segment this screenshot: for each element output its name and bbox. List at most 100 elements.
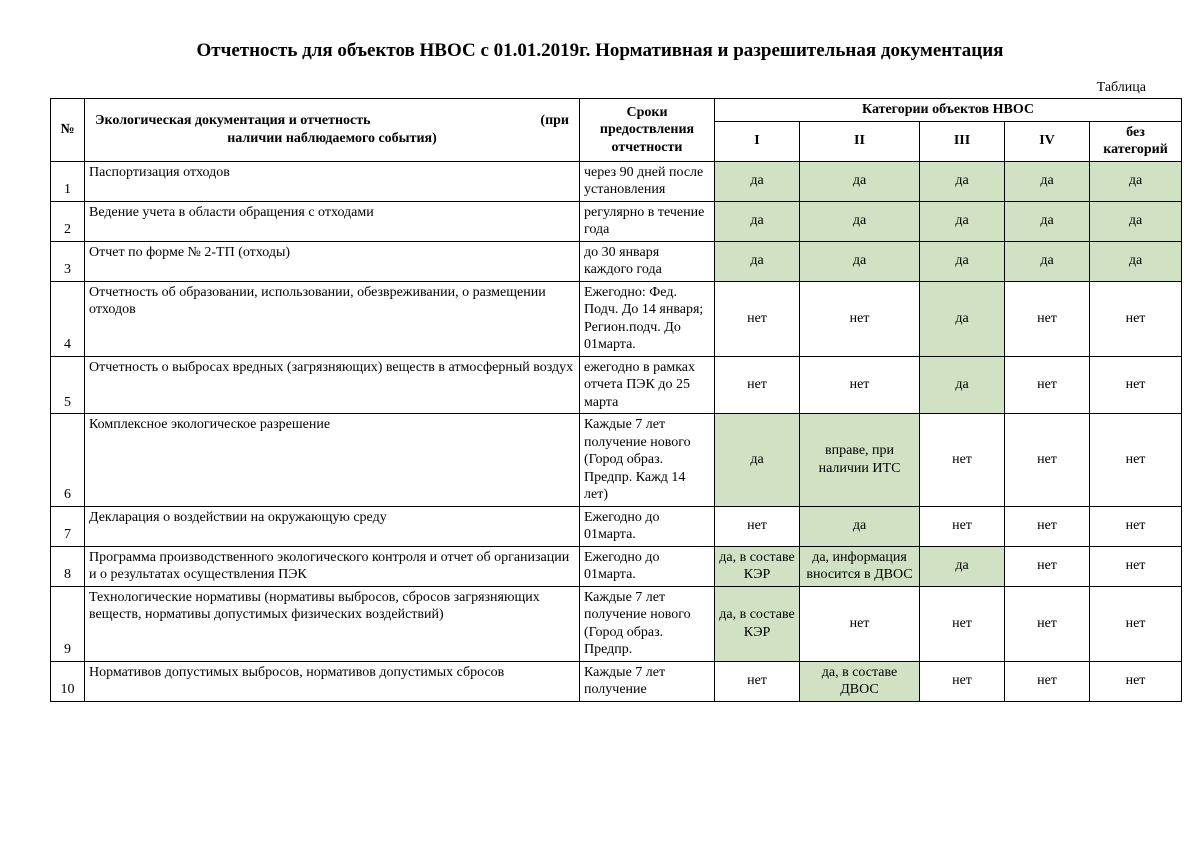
page-title: Отчетность для объектов НВОС с 01.01.201… [50,40,1150,62]
cat-cell: нет [1005,661,1090,701]
row-num: 4 [51,281,85,356]
table-row: 2Ведение учета в области обращения с отх… [51,201,1182,241]
cat-cell: нет [715,356,800,414]
hdr-c4: IV [1005,121,1090,161]
cat-cell: нет [715,661,800,701]
hdr-c1: I [715,121,800,161]
cat-cell: да, в составе КЭР [715,546,800,586]
cat-cell: да [715,201,800,241]
hdr-desc-l2: наличии наблюдаемого события) [89,130,575,148]
row-desc: Отчет по форме № 2-ТП (отходы) [85,241,580,281]
cat-cell: нет [1005,356,1090,414]
cat-cell: нет [1090,661,1182,701]
table-row: 4Отчетность об образовании, использовани… [51,281,1182,356]
row-term: Каждые 7 лет получение нового (Город обр… [580,414,715,507]
cat-cell: да [800,241,920,281]
hdr-desc-l1-right: (при [540,112,569,130]
table-row: 7Декларация о воздействии на окружающую … [51,506,1182,546]
cat-cell: да [800,161,920,201]
cat-cell: нет [1090,506,1182,546]
row-term: Ежегодно: Фед. Подч. До 14 января; Регио… [580,281,715,356]
table-row: 5Отчетность о выбросах вредных (загрязня… [51,356,1182,414]
row-desc: Технологические нормативы (нормативы выб… [85,586,580,661]
row-term: Ежегодно до 01марта. [580,546,715,586]
cat-cell: да [715,414,800,507]
cat-cell: да [1005,241,1090,281]
cat-cell: нет [920,414,1005,507]
cat-cell: нет [1005,506,1090,546]
row-desc: Нормативов допустимых выбросов, норматив… [85,661,580,701]
table-row: 6Комплексное экологическое разрешениеКаж… [51,414,1182,507]
row-term: через 90 дней после установления [580,161,715,201]
cat-cell: нет [1090,414,1182,507]
cat-cell: да [920,161,1005,201]
cat-cell: да [920,546,1005,586]
cat-cell: да [715,161,800,201]
report-table: № Экологическая документация и отчетност… [50,98,1182,702]
cat-cell: нет [715,281,800,356]
table-row: 3Отчет по форме № 2-ТП (отходы)до 30 янв… [51,241,1182,281]
hdr-desc: Экологическая документация и отчетность … [85,99,580,162]
row-desc: Декларация о воздействии на окружающую с… [85,506,580,546]
hdr-cat-group: Категории объектов НВОС [715,99,1182,122]
row-term: до 30 января каждого года [580,241,715,281]
cat-cell: нет [1005,546,1090,586]
hdr-c3: III [920,121,1005,161]
row-num: 6 [51,414,85,507]
cat-cell: нет [800,356,920,414]
cat-cell: да [920,356,1005,414]
row-desc: Паспортизация отходов [85,161,580,201]
row-num: 7 [51,506,85,546]
cat-cell: да [1005,161,1090,201]
row-num: 2 [51,201,85,241]
cat-cell: нет [1090,356,1182,414]
row-num: 9 [51,586,85,661]
row-term: Каждые 7 лет получение нового (Город обр… [580,586,715,661]
row-num: 10 [51,661,85,701]
row-num: 5 [51,356,85,414]
cat-cell: да [1005,201,1090,241]
cat-cell: да, в составе ДВОС [800,661,920,701]
cat-cell: нет [920,586,1005,661]
cat-cell: нет [1090,281,1182,356]
cat-cell: да [920,281,1005,356]
cat-cell: нет [1090,546,1182,586]
hdr-desc-l1-left: Экологическая документация и отчетность [95,112,371,130]
row-term: ежегодно в рамках отчета ПЭК до 25 марта [580,356,715,414]
hdr-c5: без категорий [1090,121,1182,161]
cat-cell: нет [1005,281,1090,356]
cat-cell: да [800,201,920,241]
table-body: 1Паспортизация отходовчерез 90 дней посл… [51,161,1182,701]
cat-cell: вправе, при наличии ИТС [800,414,920,507]
table-row: 8Программа производственного экологическ… [51,546,1182,586]
row-desc: Отчетность о выбросах вредных (загрязняю… [85,356,580,414]
hdr-c2: II [800,121,920,161]
cat-cell: нет [800,586,920,661]
hdr-num: № [51,99,85,162]
row-desc: Программа производственного экологическо… [85,546,580,586]
table-row: 10Нормативов допустимых выбросов, нормат… [51,661,1182,701]
cat-cell: нет [715,506,800,546]
cat-cell: да [715,241,800,281]
cat-cell: нет [1090,586,1182,661]
cat-cell: да [920,201,1005,241]
table-header: № Экологическая документация и отчетност… [51,99,1182,162]
cat-cell: да [1090,241,1182,281]
cat-cell: нет [800,281,920,356]
cat-cell: нет [1005,414,1090,507]
row-term: Ежегодно до 01марта. [580,506,715,546]
table-row: 9Технологические нормативы (нормативы вы… [51,586,1182,661]
cat-cell: да [1090,201,1182,241]
row-num: 8 [51,546,85,586]
row-term: Каждые 7 лет получение [580,661,715,701]
cat-cell: да [1090,161,1182,201]
table-label: Таблица [50,80,1146,96]
row-num: 1 [51,161,85,201]
cat-cell: нет [920,661,1005,701]
cat-cell: нет [1005,586,1090,661]
cat-cell: да, информация вносится в ДВОС [800,546,920,586]
cat-cell: да [800,506,920,546]
row-num: 3 [51,241,85,281]
cat-cell: да, в составе КЭР [715,586,800,661]
row-term: регулярно в течение года [580,201,715,241]
